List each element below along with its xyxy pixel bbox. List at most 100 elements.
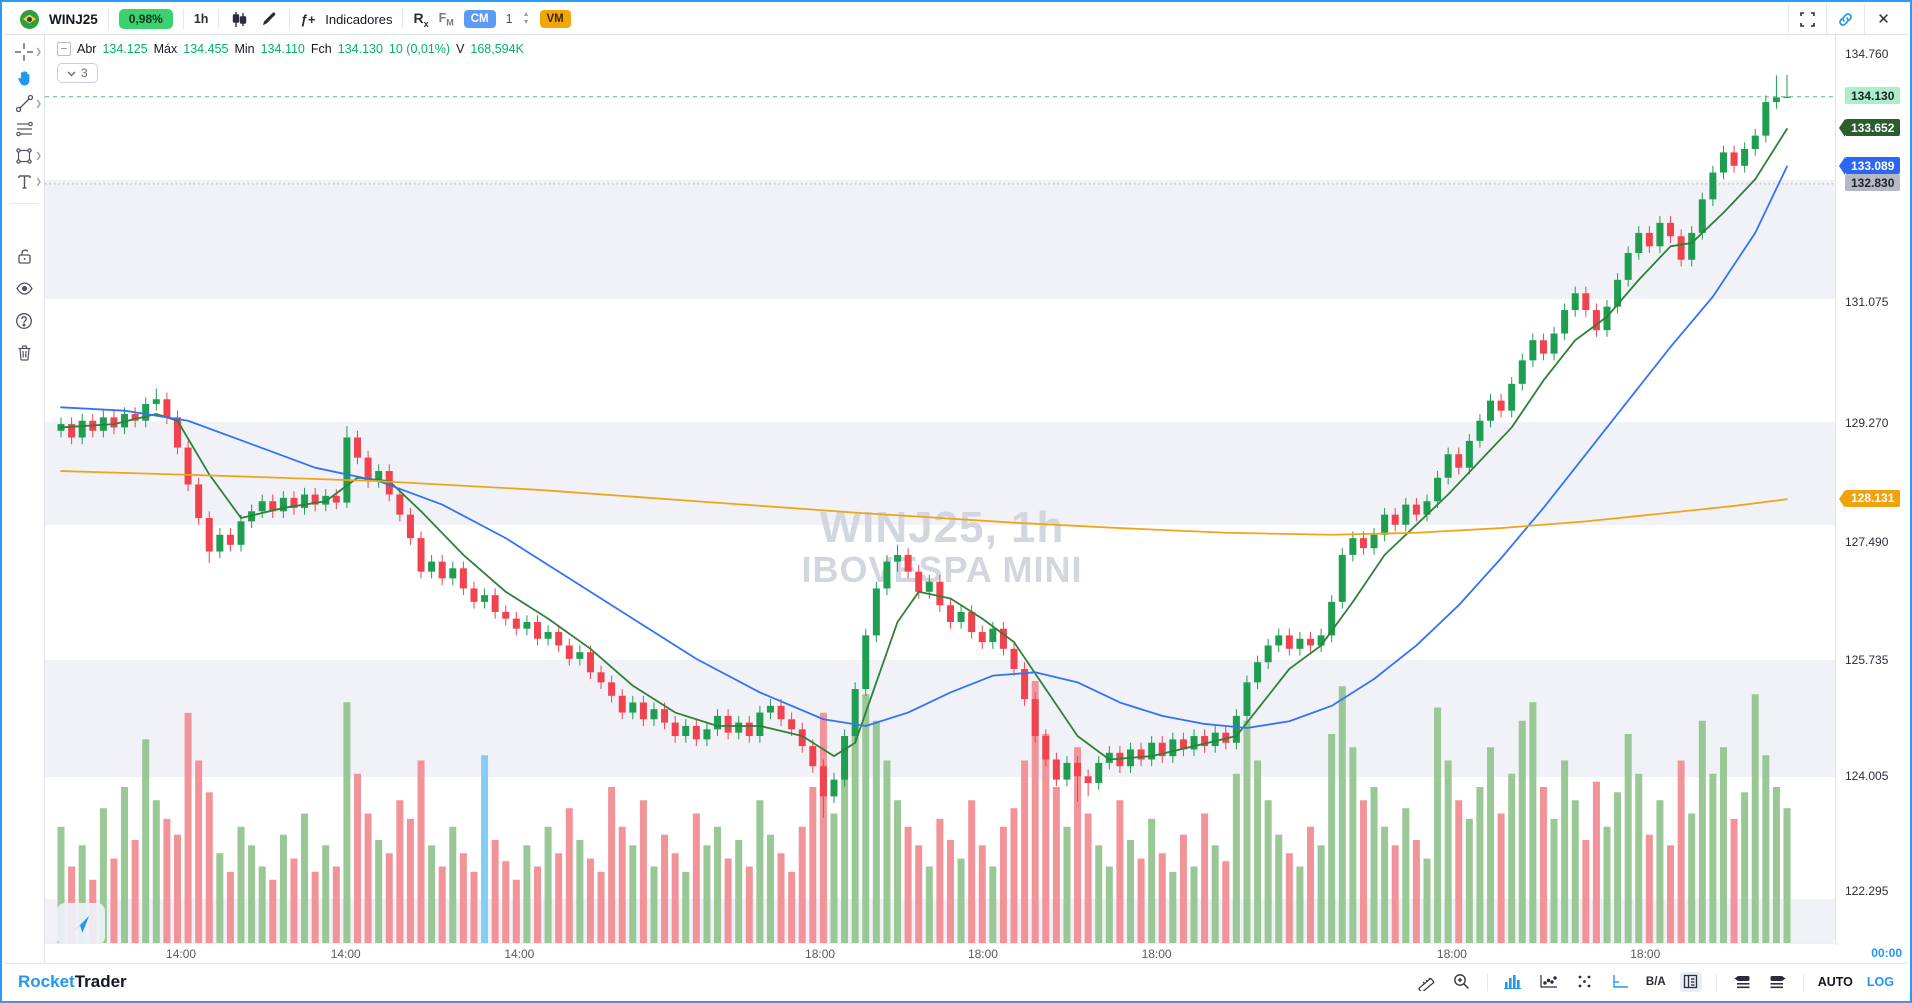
candlestick-style-button[interactable] bbox=[229, 9, 249, 29]
fm-button[interactable]: FM bbox=[438, 10, 454, 28]
chevron-right-icon: ❯ bbox=[35, 151, 42, 160]
candle-body bbox=[364, 457, 372, 482]
change-value: 10 (0,01%) bbox=[388, 42, 451, 56]
rectangle-tool[interactable]: ❯ bbox=[7, 143, 42, 168]
candle-body bbox=[152, 399, 160, 404]
candle-body bbox=[1508, 383, 1516, 411]
candle-body bbox=[491, 595, 499, 612]
zoom-in-button[interactable] bbox=[1451, 972, 1473, 992]
candle-body bbox=[1645, 232, 1653, 247]
volume-bar bbox=[809, 787, 817, 946]
volume-bar bbox=[608, 787, 616, 946]
candle-body bbox=[1042, 736, 1050, 760]
volume-bar bbox=[1635, 773, 1643, 946]
auto-scale-toggle[interactable]: AUTO bbox=[1817, 974, 1853, 989]
candle-body bbox=[1698, 199, 1706, 233]
help-button[interactable] bbox=[7, 308, 41, 333]
rx-button[interactable]: Rx bbox=[413, 9, 429, 29]
trendline-tool[interactable]: ❯ bbox=[7, 91, 42, 116]
chart-pane[interactable]: WINJ25, 1h IBOVESPA MINI − Abr 134.125 Má… bbox=[45, 35, 1839, 946]
volume-bar bbox=[1762, 755, 1770, 946]
crosshair-tool[interactable]: ❯ bbox=[7, 39, 42, 64]
candle-body bbox=[1476, 420, 1484, 441]
price-tag-ma-orange: 128.131 bbox=[1839, 489, 1901, 508]
vm-button[interactable]: VM bbox=[539, 9, 571, 28]
candle-body bbox=[406, 514, 414, 539]
candle-body bbox=[385, 471, 393, 495]
volume-bar bbox=[819, 712, 827, 946]
labels-left-button[interactable] bbox=[1731, 972, 1753, 992]
time-tick: 14:00 bbox=[504, 947, 535, 961]
bid-ask-toggle[interactable]: B/A bbox=[1645, 975, 1666, 988]
volume-bar bbox=[1518, 720, 1526, 946]
draw-pencil-button[interactable] bbox=[259, 9, 279, 29]
symbol-button[interactable]: WINJ25 bbox=[49, 11, 98, 27]
candle-body bbox=[904, 554, 912, 572]
hand-tool[interactable] bbox=[7, 65, 41, 90]
trash-button[interactable] bbox=[7, 340, 41, 365]
scroll-to-realtime-button[interactable] bbox=[57, 903, 105, 945]
interval-button[interactable]: 1h bbox=[193, 12, 209, 26]
candle-body bbox=[692, 725, 700, 740]
legend-collapse-button[interactable]: − bbox=[57, 42, 71, 56]
fib-lines-tool[interactable] bbox=[7, 117, 41, 142]
labels-right-button[interactable] bbox=[1767, 972, 1789, 992]
volume-toggle-button[interactable] bbox=[1502, 972, 1524, 992]
candle-body bbox=[1423, 501, 1431, 515]
candle-body bbox=[481, 595, 489, 602]
lock-drawings-button[interactable] bbox=[7, 244, 41, 269]
candles-plot bbox=[45, 35, 1839, 946]
axis-scale-button[interactable] bbox=[1610, 972, 1632, 992]
quantity-value[interactable]: 1 bbox=[505, 11, 513, 26]
price-tag-ma-blue: 133.089 bbox=[1839, 157, 1901, 176]
volume-bar bbox=[78, 845, 86, 946]
log-scale-toggle[interactable]: LOG bbox=[1866, 974, 1894, 989]
volume-bar bbox=[766, 834, 774, 946]
candle-body bbox=[1370, 534, 1378, 549]
forecast-chart-button[interactable] bbox=[1538, 972, 1560, 992]
volume-bar bbox=[332, 866, 340, 946]
volume-bar bbox=[449, 826, 457, 946]
candle-body bbox=[226, 534, 234, 545]
volume-bar bbox=[1148, 818, 1156, 946]
volume-bar bbox=[1031, 681, 1039, 946]
measure-ruler-button[interactable] bbox=[1415, 972, 1437, 992]
open-value: 134.125 bbox=[102, 42, 148, 56]
indicators-expand-button[interactable]: 3 bbox=[57, 63, 98, 83]
candle-body bbox=[872, 588, 880, 636]
data-window-button[interactable] bbox=[1679, 971, 1702, 992]
candle-body bbox=[396, 494, 404, 515]
close-button[interactable]: ✕ bbox=[1864, 4, 1902, 34]
candle-body bbox=[946, 605, 954, 622]
text-tool[interactable]: ❯ bbox=[7, 169, 42, 194]
volume-bar bbox=[661, 834, 669, 946]
volume-bar bbox=[894, 800, 902, 946]
indicators-button[interactable]: Indicadores bbox=[325, 11, 393, 27]
volume-bar bbox=[534, 866, 542, 946]
volume-bar bbox=[438, 866, 446, 946]
link-button[interactable] bbox=[1826, 4, 1864, 34]
candle-body bbox=[682, 725, 690, 737]
candle-body bbox=[894, 554, 902, 562]
cm-button[interactable]: CM bbox=[463, 9, 496, 28]
volume-bar bbox=[290, 858, 298, 946]
price-axis[interactable]: 134.760 131.075 129.270 127.490 125.735 124.0… bbox=[1835, 35, 1908, 943]
volume-bar bbox=[999, 826, 1007, 946]
price-tick: 122.295 bbox=[1845, 883, 1889, 898]
scatter-dots-button[interactable] bbox=[1574, 972, 1596, 992]
quantity-stepper[interactable]: ▲ ▼ bbox=[523, 11, 530, 26]
volume-bar bbox=[1052, 787, 1060, 946]
fullscreen-button[interactable] bbox=[1788, 4, 1826, 34]
time-axis[interactable]: 14:00 14:00 14:00 18:00 18:00 18:00 18:00 18:00 bbox=[45, 943, 1835, 963]
volume-bar bbox=[1751, 694, 1759, 946]
candle-body bbox=[1741, 149, 1749, 166]
volume-bar bbox=[1243, 720, 1251, 946]
candle-body bbox=[68, 424, 76, 438]
volume-bar bbox=[936, 818, 944, 946]
candle-body bbox=[1264, 645, 1272, 663]
volume-bar bbox=[1719, 747, 1727, 946]
candle-body bbox=[1592, 310, 1600, 331]
hide-drawings-button[interactable] bbox=[7, 276, 41, 301]
candle-body bbox=[1667, 222, 1675, 237]
candle-body bbox=[311, 494, 319, 505]
